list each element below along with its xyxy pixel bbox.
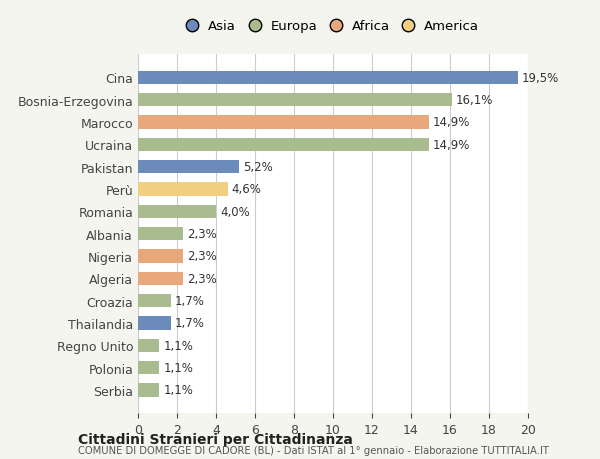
Bar	[138, 161, 239, 174]
Text: 14,9%: 14,9%	[433, 116, 470, 129]
Text: 1,7%: 1,7%	[175, 295, 205, 308]
Text: 14,9%: 14,9%	[433, 139, 470, 151]
Bar	[138, 361, 160, 375]
Text: 4,6%: 4,6%	[232, 183, 262, 196]
Bar	[138, 205, 216, 218]
Text: 2,3%: 2,3%	[187, 272, 217, 285]
Bar	[138, 71, 518, 85]
Text: 4,0%: 4,0%	[220, 205, 250, 218]
Bar	[138, 116, 428, 129]
Bar	[138, 383, 160, 397]
Bar	[138, 138, 428, 151]
Text: 5,2%: 5,2%	[244, 161, 273, 174]
Bar	[138, 183, 228, 196]
Bar	[138, 339, 160, 352]
Text: COMUNE DI DOMEGGE DI CADORE (BL) - Dati ISTAT al 1° gennaio - Elaborazione TUTTI: COMUNE DI DOMEGGE DI CADORE (BL) - Dati …	[78, 446, 549, 455]
Text: 1,1%: 1,1%	[163, 384, 193, 397]
Text: 16,1%: 16,1%	[456, 94, 493, 107]
Bar	[138, 250, 183, 263]
Text: 2,3%: 2,3%	[187, 250, 217, 263]
Text: 2,3%: 2,3%	[187, 228, 217, 241]
Text: 1,7%: 1,7%	[175, 317, 205, 330]
Bar	[138, 227, 183, 241]
Bar	[138, 294, 171, 308]
Text: 1,1%: 1,1%	[163, 339, 193, 352]
Text: 19,5%: 19,5%	[522, 72, 559, 84]
Text: 1,1%: 1,1%	[163, 361, 193, 375]
Legend: Asia, Europa, Africa, America: Asia, Europa, Africa, America	[182, 15, 484, 39]
Text: Cittadini Stranieri per Cittadinanza: Cittadini Stranieri per Cittadinanza	[78, 432, 353, 446]
Bar	[138, 94, 452, 107]
Bar	[138, 272, 183, 285]
Bar	[138, 317, 171, 330]
